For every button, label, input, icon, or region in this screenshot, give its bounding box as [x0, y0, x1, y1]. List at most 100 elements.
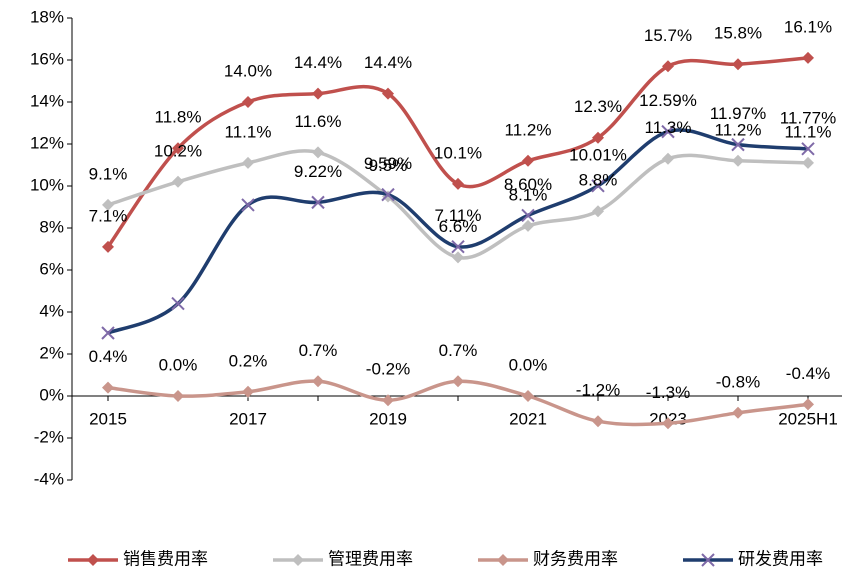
data-label: -0.2% [366, 360, 410, 379]
x-tick-label: 2015 [89, 409, 127, 428]
data-label: 0.4% [89, 347, 128, 366]
marker [101, 326, 115, 340]
data-label: 11.97% [710, 104, 766, 123]
data-label: 14.4% [294, 53, 342, 72]
x-tick-label: 2017 [229, 409, 267, 428]
marker [732, 154, 744, 167]
marker [312, 375, 324, 388]
series-line [107, 149, 809, 260]
data-label: 8.60% [504, 175, 552, 194]
marker [312, 146, 324, 159]
data-label: 11.1% [785, 122, 832, 141]
marker [662, 417, 674, 430]
data-label: 7.1% [89, 206, 128, 225]
marker [381, 187, 395, 202]
legend-label: 研发费用率 [738, 549, 823, 568]
data-label: 16.1% [784, 17, 832, 36]
data-label: 0.7% [439, 341, 478, 360]
marker [802, 51, 814, 64]
legend-marker [87, 554, 99, 566]
legend-label: 管理费用率 [328, 549, 413, 568]
marker [452, 375, 464, 388]
legend-marker [497, 554, 509, 566]
y-tick-label: -4% [34, 469, 64, 488]
marker [591, 179, 605, 193]
x-tick-label: 2025H1 [778, 409, 838, 428]
marker [242, 385, 254, 398]
data-label: 0.0% [159, 355, 198, 374]
data-label: 15.7% [644, 26, 692, 45]
y-tick-label: 10% [30, 175, 64, 194]
data-label: 12.59% [639, 91, 697, 110]
marker [172, 390, 184, 402]
marker [171, 296, 185, 311]
data-label: 10.01% [569, 145, 627, 164]
data-label: 11.2% [715, 120, 762, 139]
marker [242, 96, 254, 108]
marker [451, 239, 465, 254]
marker [172, 142, 184, 155]
legend-marker [701, 553, 715, 567]
marker [312, 87, 324, 100]
data-label: 9.59% [364, 154, 412, 173]
data-label: 8.8% [579, 171, 618, 190]
marker [241, 198, 255, 212]
marker [452, 177, 464, 190]
y-tick-label: 16% [30, 49, 64, 68]
legend-label: 销售费用率 [123, 549, 208, 568]
marker [172, 175, 184, 188]
marker [102, 381, 114, 394]
data-label: -1.3% [646, 383, 690, 402]
marker [382, 394, 394, 407]
marker [592, 131, 604, 144]
data-label: 12.3% [574, 97, 622, 116]
data-label: 11.77% [780, 108, 836, 127]
marker [522, 219, 534, 232]
data-label: 11.1% [225, 122, 272, 141]
data-label: 7.11% [435, 206, 482, 225]
marker [802, 398, 814, 411]
marker [732, 58, 744, 71]
marker [452, 251, 464, 264]
marker [802, 156, 814, 169]
marker [661, 124, 675, 139]
y-tick-label: 14% [30, 91, 64, 110]
legend-marker [292, 554, 304, 566]
data-label: 11.3% [645, 118, 692, 137]
marker [311, 195, 325, 210]
marker [522, 390, 534, 402]
marker [521, 208, 535, 223]
marker [662, 152, 674, 165]
data-label: -0.8% [716, 372, 760, 391]
legend-label: 财务费用率 [533, 549, 618, 568]
series-line [106, 56, 809, 248]
data-label: -1.2% [576, 381, 620, 400]
marker [522, 154, 534, 167]
data-label: 9.22% [294, 162, 342, 181]
y-tick-label: 18% [30, 7, 64, 26]
y-tick-label: 12% [30, 133, 64, 152]
marker [592, 415, 604, 428]
y-tick-label: 4% [39, 301, 64, 320]
data-label: 11.6% [295, 112, 342, 131]
marker [732, 406, 744, 419]
marker [242, 156, 254, 169]
data-label: 0.7% [299, 341, 338, 360]
data-label: 14.4% [364, 53, 412, 72]
data-label: 0.2% [229, 351, 268, 370]
data-label: 9.1% [89, 164, 128, 183]
x-tick-label: 2019 [369, 409, 407, 428]
series-line [107, 379, 809, 427]
data-label: 10.2% [154, 141, 202, 160]
data-label: 0.0% [509, 355, 548, 374]
data-label: 8.1% [509, 185, 548, 204]
data-label: 9.5% [369, 156, 408, 175]
x-tick-label: 2021 [509, 409, 547, 428]
data-label: -0.4% [786, 364, 830, 383]
data-label: 15.8% [714, 24, 762, 43]
marker [382, 87, 394, 100]
data-label: 11.2% [505, 120, 552, 139]
data-label: 11.8% [155, 108, 202, 127]
marker [102, 240, 114, 253]
